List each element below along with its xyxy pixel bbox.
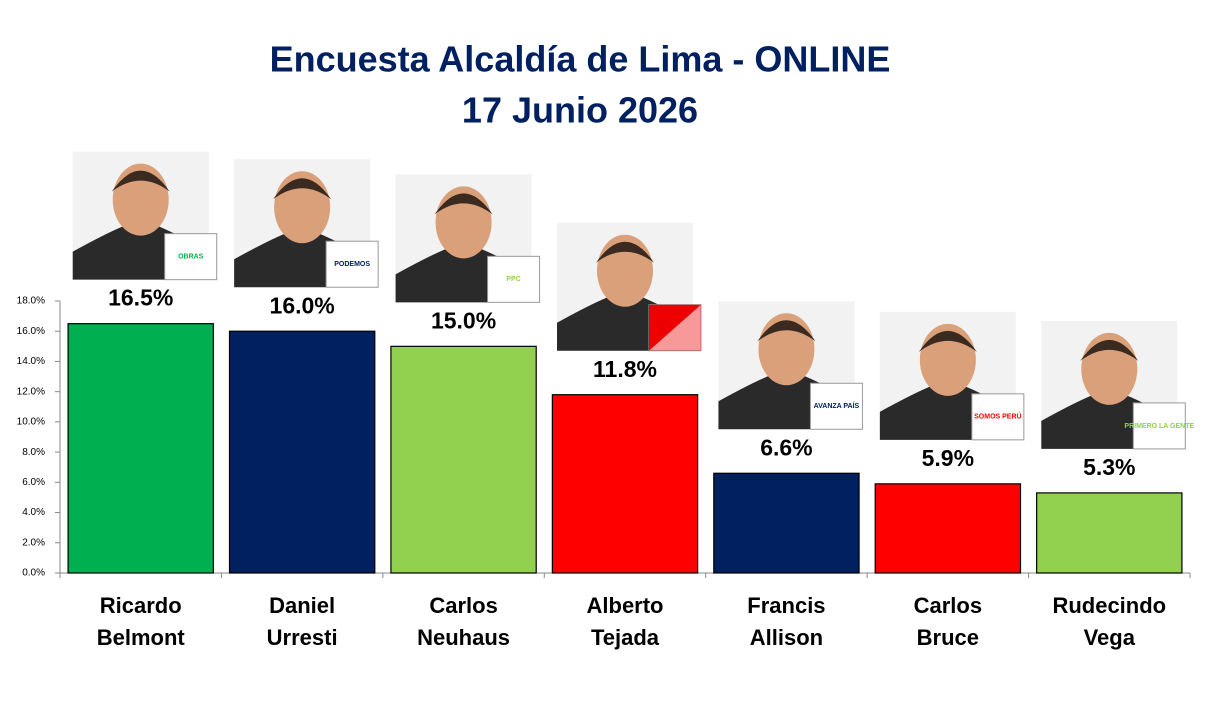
bar — [713, 472, 860, 574]
x-tick-label: Carlos Neuhaus — [417, 593, 510, 650]
party-logo — [1132, 402, 1186, 450]
value-label: 6.6% — [760, 434, 812, 460]
party-logo-flag — [649, 304, 701, 351]
candidate-photo: PPC — [395, 174, 541, 303]
value-label: 16.5% — [108, 285, 173, 311]
y-tick-label: 8.0% — [22, 447, 45, 458]
x-tick-label: Rudecindo Vega — [1052, 593, 1166, 650]
value-label: 11.8% — [593, 356, 657, 382]
photo-hair — [596, 241, 654, 263]
y-tick-label: 0.0% — [22, 568, 45, 579]
value-label: 16.0% — [270, 292, 335, 318]
party-logo — [971, 393, 1025, 441]
x-tick-label: Daniel Urresti — [267, 593, 338, 650]
chart-title: Encuesta Alcaldía de Lima - ONLINE — [270, 39, 891, 80]
candidate-photo — [557, 222, 702, 352]
y-tick-label: 6.0% — [22, 477, 45, 488]
candidate-photo: AVANZA PAÍS — [718, 301, 863, 430]
photo-hair — [918, 330, 977, 352]
photo-hair — [273, 178, 332, 200]
bar — [1036, 492, 1183, 574]
x-tick-label: Ricardo Belmont — [97, 593, 186, 650]
party-logo-text: AVANZA PAÍS — [814, 401, 860, 410]
bar — [551, 394, 699, 574]
party-logo-flag — [649, 304, 701, 351]
party-logo — [164, 233, 218, 281]
value-label: 5.9% — [922, 445, 974, 471]
photo-hair — [757, 320, 816, 342]
party-logo — [325, 240, 379, 288]
bar — [67, 323, 214, 574]
bar — [390, 345, 537, 574]
party-logo-text: PPC — [506, 276, 520, 283]
y-tick-label: 10.0% — [17, 417, 45, 428]
party-logo-text: SOMOS PERÚ — [974, 412, 1021, 421]
photo-hair — [1080, 339, 1139, 361]
party-logo-text: PRIMERO LA GENTE — [1124, 423, 1194, 430]
y-tick-label: 12.0% — [17, 386, 45, 397]
bar — [874, 483, 1022, 574]
x-tick-label: Alberto Tejada — [587, 593, 664, 650]
candidate-photo: SOMOS PERÚ — [879, 311, 1025, 441]
party-logo-text: PODEMOS — [334, 261, 370, 268]
y-tick-label: 18.0% — [17, 296, 45, 307]
y-tick-label: 16.0% — [17, 326, 45, 337]
candidate-photo: PODEMOS — [234, 159, 379, 288]
bar — [228, 330, 376, 574]
y-tick-label: 4.0% — [22, 507, 45, 518]
photo-hair — [434, 193, 493, 215]
chart-subtitle: 17 Junio 2026 — [462, 90, 698, 131]
candidate-photo: OBRAS — [72, 151, 218, 281]
value-label: 15.0% — [431, 307, 496, 333]
party-logo — [487, 255, 541, 303]
photo-hair — [111, 170, 170, 192]
party-logo-text: OBRAS — [178, 254, 204, 261]
party-logo — [809, 382, 863, 430]
y-tick-label: 2.0% — [22, 537, 45, 548]
x-tick-label: Francis Allison — [747, 593, 825, 650]
y-tick-label: 14.0% — [17, 356, 45, 367]
value-label: 5.3% — [1083, 454, 1135, 480]
x-tick-label: Carlos Bruce — [914, 593, 982, 650]
candidate-photo: PRIMERO LA GENTE — [1041, 320, 1194, 450]
